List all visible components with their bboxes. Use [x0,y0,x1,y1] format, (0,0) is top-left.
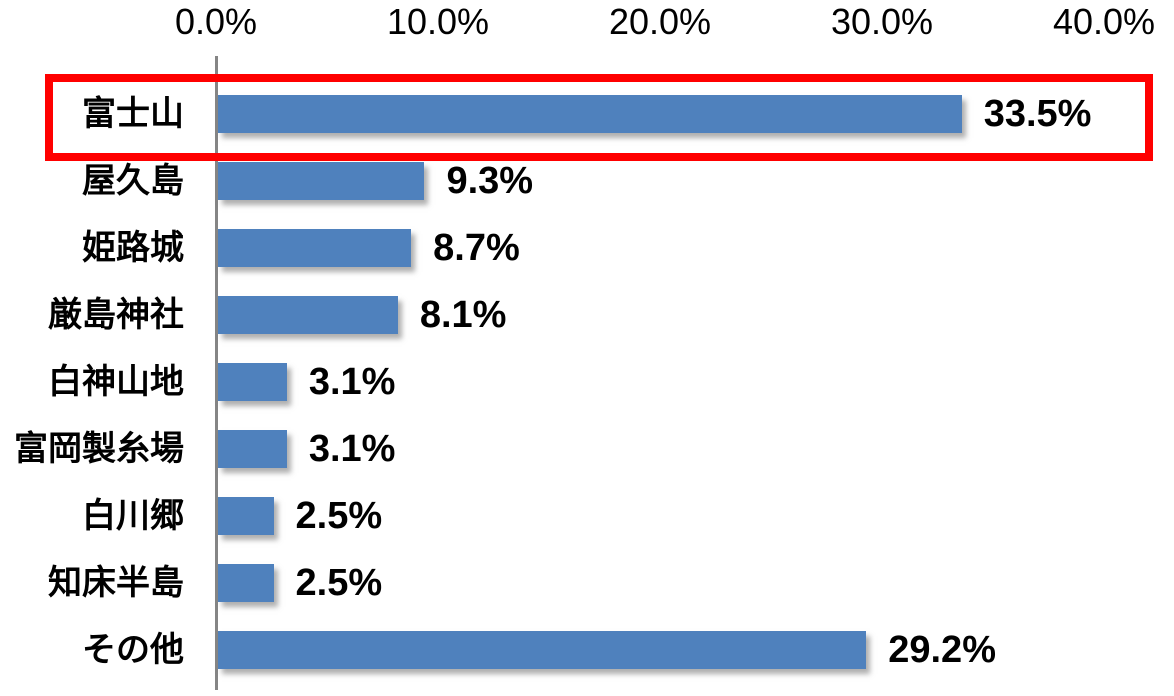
category-label: 姫路城 [82,228,184,267]
x-axis-tick-label: 40.0% [1052,1,1156,42]
bar-rows: 富士山 33.5% 屋久島 9.3% 姫路城 8.7% 厳島神社 [0,80,1174,683]
category-label: 厳島神社 [48,295,184,334]
x-axis-tick-label: 0.0% [174,1,258,42]
bar-row: 屋久島 9.3% [0,147,1174,214]
bar-row: その他 29.2% [0,616,1174,683]
bar-row: 厳島神社 8.1% [0,281,1174,348]
value-label: 2.5% [295,561,383,604]
bar-row: 白神山地 3.1% [0,348,1174,415]
value-label: 8.1% [419,293,507,336]
bar [218,496,274,535]
category-label: その他 [82,630,184,669]
plot-area: 2.5% [218,549,1174,616]
x-axis-tick-label: 20.0% [608,1,712,42]
plot-area: 9.3% [218,147,1174,214]
bar [218,161,425,200]
category-label: 白川郷 [82,496,184,535]
bar-row: 知床半島 2.5% [0,549,1174,616]
bar [218,228,412,267]
plot-area: 2.5% [218,482,1174,549]
bar [218,295,398,334]
value-label: 33.5% [983,92,1092,135]
category-axis-line [215,56,218,690]
plot-area: 33.5% [218,80,1174,147]
category-label: 富岡製糸場 [14,429,184,468]
value-label: 9.3% [446,159,534,202]
x-axis-tick-label: 10.0% [386,1,490,42]
value-label: 29.2% [888,628,996,671]
bar [218,362,287,401]
bar [218,630,867,669]
value-label: 3.1% [308,360,396,403]
bar-row: 白川郷 2.5% [0,482,1174,549]
plot-area: 3.1% [218,348,1174,415]
bar-row: 富士山 33.5% [0,80,1174,147]
value-label: 2.5% [295,494,383,537]
plot-area: 3.1% [218,415,1174,482]
plot-area: 29.2% [218,616,1174,683]
plot-area: 8.7% [218,214,1174,281]
plot-area: 8.1% [218,281,1174,348]
x-axis-tick-label: 30.0% [830,1,934,42]
bar [218,429,287,468]
category-label: 屋久島 [82,161,184,200]
bar [218,563,274,602]
bar-row: 姫路城 8.7% [0,214,1174,281]
category-label: 白神山地 [48,362,184,401]
value-label: 3.1% [308,427,396,470]
value-label: 8.7% [433,226,520,269]
category-label: 知床半島 [48,563,184,602]
bar-row: 富岡製糸場 3.1% [0,415,1174,482]
category-label: 富士山 [82,94,184,133]
bar [218,94,962,133]
